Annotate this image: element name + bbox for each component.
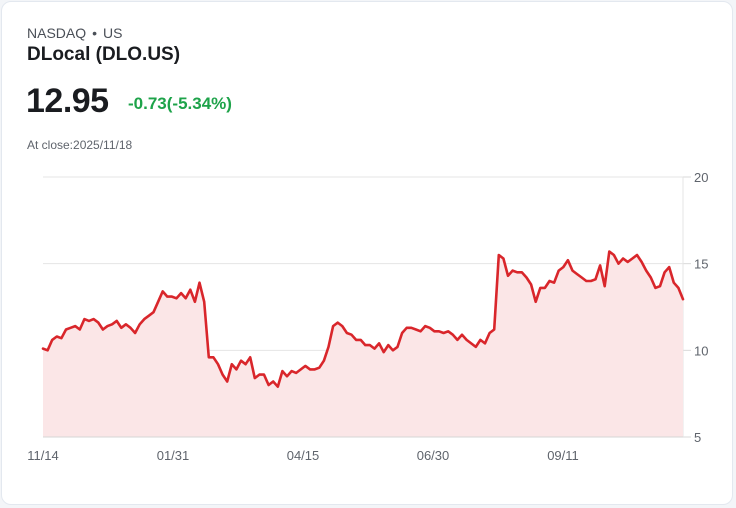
x-tick-label: 01/31	[157, 448, 190, 463]
y-tick-label: 15	[694, 257, 708, 272]
exchange-label: NASDAQ	[27, 25, 87, 41]
close-date: At close:2025/11/18	[27, 138, 133, 152]
x-tick-label: 11/14	[27, 448, 59, 463]
x-tick-label: 09/11	[547, 448, 579, 463]
region-label: US	[103, 25, 123, 41]
current-price: 12.95	[26, 82, 109, 120]
y-tick-label: 10	[694, 343, 708, 358]
y-tick-label: 5	[694, 430, 701, 445]
x-tick-label: 04/15	[287, 448, 320, 463]
separator-dot: •	[92, 25, 98, 41]
price-change: -0.73(-5.34%)	[128, 94, 232, 113]
x-tick-label: 06/30	[417, 448, 450, 463]
price-line	[41, 250, 685, 388]
stock-name: DLocal (DLO.US)	[27, 44, 181, 65]
exchange-line: NASDAQ • US	[27, 25, 122, 41]
y-tick-label: 20	[694, 170, 708, 185]
